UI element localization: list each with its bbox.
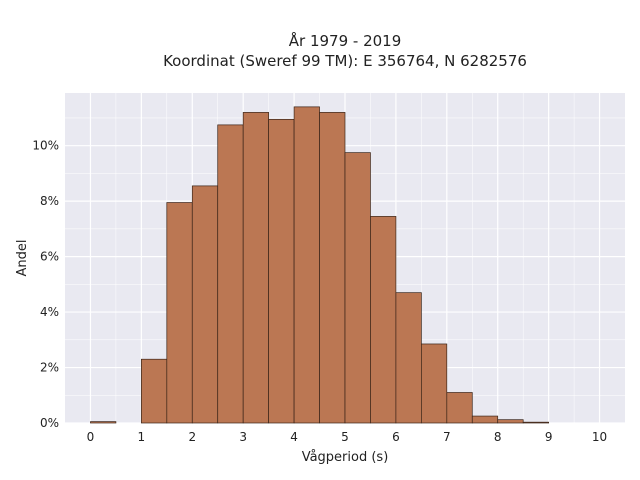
x-tick-label: 1 <box>138 430 146 444</box>
histogram-bar <box>141 358 168 424</box>
y-tick-label: 0% <box>40 416 59 430</box>
histogram-bar <box>191 185 219 424</box>
x-tick-label: 7 <box>443 430 451 444</box>
histogram-bar <box>471 415 499 424</box>
histogram-bar <box>395 292 422 424</box>
histogram-bar <box>319 112 346 424</box>
histogram-bar <box>446 392 473 424</box>
histogram-bar <box>522 421 549 424</box>
histogram-bar <box>370 216 397 424</box>
histogram-bar <box>497 419 524 424</box>
chart-title-line2: Koordinat (Sweref 99 TM): E 356764, N 62… <box>163 52 527 70</box>
histogram-bar <box>166 202 193 424</box>
x-tick-label: 0 <box>87 430 95 444</box>
y-axis-label: Andel <box>15 240 30 277</box>
histogram-bars <box>90 106 549 424</box>
histogram-bar <box>293 106 320 424</box>
x-tick-label: 9 <box>545 430 553 444</box>
histogram-bar <box>217 124 244 424</box>
x-tick-label: 8 <box>494 430 502 444</box>
x-tick-label: 6 <box>392 430 400 444</box>
x-tick-label: 4 <box>290 430 298 444</box>
x-tick-label: 2 <box>188 430 196 444</box>
y-tick-label: 10% <box>32 139 59 153</box>
y-tick-label: 2% <box>40 361 59 375</box>
histogram-bar <box>421 343 448 424</box>
histogram-bar <box>90 421 117 424</box>
chart-title-line1: År 1979 - 2019 <box>289 31 402 50</box>
x-tick-label: 5 <box>341 430 349 444</box>
histogram-bar <box>268 118 295 424</box>
x-tick-label: 10 <box>592 430 607 444</box>
x-tick-label: 3 <box>239 430 247 444</box>
y-axis-ticks: 0% 2% 4% 6% 8% 10% <box>32 139 59 430</box>
y-tick-label: 6% <box>40 250 59 264</box>
x-axis-label: Vågperiod (s) <box>302 450 389 465</box>
y-tick-label: 8% <box>40 194 59 208</box>
histogram-bar <box>344 152 371 424</box>
histogram-bar <box>242 112 269 424</box>
x-axis-ticks: 0 1 2 3 4 5 6 7 8 9 10 <box>87 430 608 444</box>
y-tick-label: 4% <box>40 305 59 319</box>
